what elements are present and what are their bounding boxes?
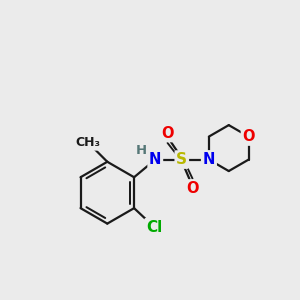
- Text: O: O: [242, 129, 255, 144]
- Text: H: H: [136, 144, 147, 157]
- Text: CH₃: CH₃: [76, 136, 101, 149]
- Text: O: O: [187, 181, 199, 196]
- Text: S: S: [176, 152, 187, 167]
- Text: N: N: [203, 152, 215, 167]
- Text: Cl: Cl: [146, 220, 162, 235]
- Text: N: N: [149, 152, 161, 167]
- Text: O: O: [161, 126, 173, 141]
- Text: N: N: [203, 152, 215, 167]
